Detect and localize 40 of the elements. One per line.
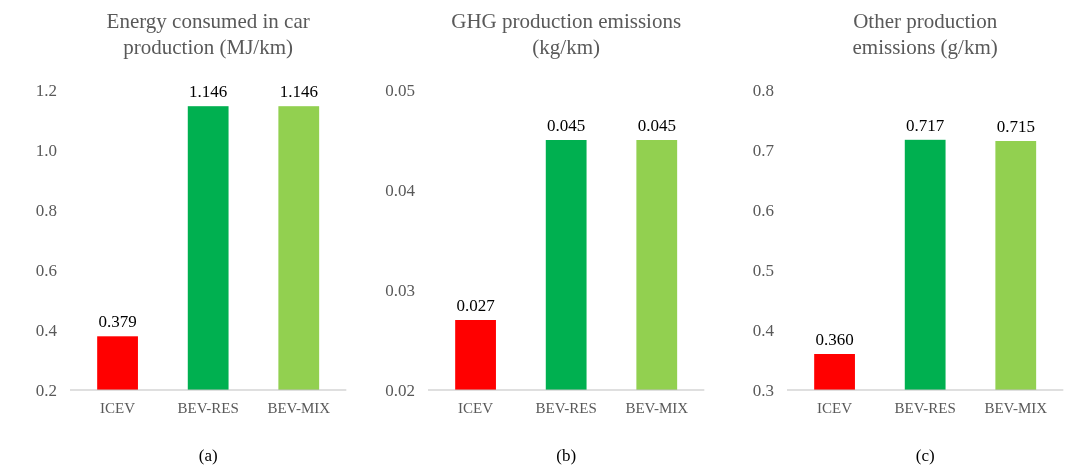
y-tick-label: 0.4 (35, 320, 58, 340)
data-label: 0.717 (905, 115, 945, 135)
y-tick-label: 0.05 (385, 80, 416, 100)
y-tick-label: 0.6 (752, 200, 774, 220)
x-tick-label: ICEV (458, 399, 494, 416)
text: (b) (556, 446, 577, 465)
data-label: 0.715 (996, 117, 1035, 136)
y-tick-label: 0.3 (752, 380, 774, 400)
chart-title: Other production emissions (g/km) (852, 9, 998, 60)
y-tick-label: 0.03 (385, 280, 416, 300)
x-tick-label: BEV-MIX (625, 399, 689, 416)
data-label: 0.045 (547, 116, 586, 135)
chart-title: Energy consumed in car production (MJ/km) (106, 9, 310, 60)
x-tick-label: BEV-MIX (984, 399, 1047, 416)
y-tick-label: 0.8 (752, 80, 774, 100)
x-tick-label: BEV-RES (535, 399, 598, 416)
text: (c) (915, 446, 935, 465)
y-tick-label: 0.5 (752, 260, 774, 280)
data-label: 1.146 (189, 82, 228, 102)
data-label: 0.027 (456, 296, 496, 315)
y-tick-label: 0.4 (752, 320, 775, 340)
y-tick-label: 0.6 (35, 260, 57, 280)
y-tick-label: 0.2 (35, 380, 57, 400)
y-tick-label: 1.0 (35, 140, 57, 160)
y-tick-label: 0.7 (752, 140, 775, 160)
y-tick-label: 0.04 (385, 180, 416, 200)
x-tick-label: BEV-RES (894, 399, 956, 416)
chart-title: GHG production emissions (kg/km) (451, 9, 682, 60)
data-label: 0.045 (637, 116, 677, 135)
y-tick-label: 0.02 (385, 380, 416, 400)
x-tick-label: BEV-RES (177, 399, 239, 416)
data-label: 0.379 (98, 312, 137, 332)
x-tick-label: BEV-MIX (267, 399, 331, 416)
data-label: 0.360 (815, 330, 854, 349)
text: (a) (198, 446, 218, 465)
y-tick-label: 1.2 (35, 80, 57, 100)
y-tick-label: 0.8 (35, 200, 57, 220)
x-tick-label: ICEV (816, 399, 852, 416)
x-tick-label: ICEV (100, 399, 136, 416)
data-label: 1.146 (279, 82, 318, 102)
